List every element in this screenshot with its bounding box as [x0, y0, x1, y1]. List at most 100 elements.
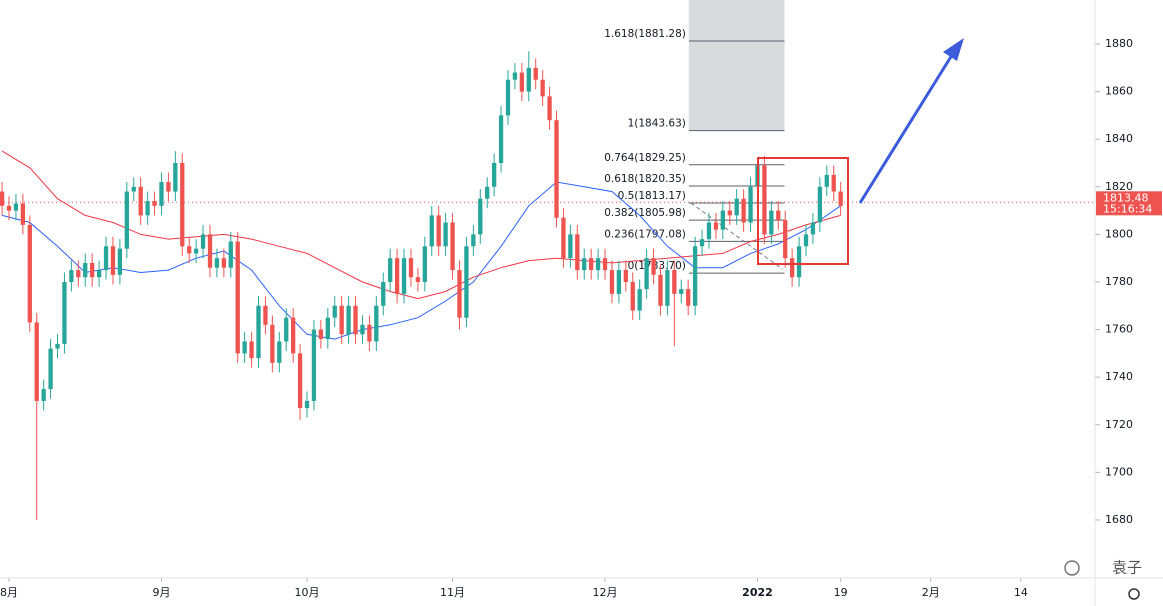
- y-tick-label: 1720: [1105, 418, 1133, 431]
- candle-body: [429, 215, 434, 247]
- y-tick-label: 1780: [1105, 275, 1133, 288]
- candle-body: [256, 305, 261, 359]
- candle-body: [575, 234, 580, 271]
- candle-body: [471, 234, 476, 247]
- fib-label: 0.382(1805.98): [604, 207, 686, 219]
- y-tick-label: 1800: [1105, 227, 1133, 240]
- candle-body: [235, 241, 240, 354]
- candle-body: [193, 248, 199, 254]
- candle-body: [69, 270, 74, 282]
- candle-body: [838, 191, 843, 206]
- candle-body: [415, 277, 421, 282]
- fib-trend: [690, 202, 783, 270]
- y-tick-label: 1860: [1105, 85, 1133, 98]
- candle-body: [658, 274, 663, 306]
- candle-body: [249, 341, 254, 359]
- candle-body: [789, 258, 795, 278]
- candle-body: [533, 67, 538, 80]
- candle-body: [568, 234, 573, 259]
- candle-body: [686, 289, 691, 306]
- candle-body: [221, 258, 226, 268]
- candle-body: [34, 322, 39, 401]
- candle-body: [180, 163, 185, 247]
- candle-body: [464, 246, 469, 318]
- candle-body: [103, 246, 109, 271]
- candle-body: [401, 258, 407, 294]
- candle-body: [145, 201, 150, 216]
- candle-body: [817, 186, 823, 223]
- candle-body: [457, 270, 462, 318]
- candle-body: [547, 96, 552, 121]
- fib-label: 0.764(1829.25): [604, 152, 686, 164]
- candle-body: [13, 203, 19, 211]
- candle-body: [699, 239, 705, 247]
- candle-body: [554, 120, 559, 218]
- highlight-box: [757, 157, 849, 265]
- fib-label: 0(1783.70): [628, 260, 686, 272]
- fib-label: 0.5(1813.17): [618, 190, 686, 202]
- candle-body: [623, 270, 628, 282]
- candle-body: [644, 258, 649, 290]
- y-tick-label: 1700: [1105, 465, 1133, 478]
- y-tick-label: 1840: [1105, 132, 1133, 145]
- candle-body: [360, 324, 365, 335]
- candle-body: [353, 305, 358, 335]
- y-tick-label: 1740: [1105, 370, 1133, 383]
- candle-body: [651, 258, 656, 275]
- x-tick-label: 19: [834, 586, 848, 599]
- candle-body: [374, 305, 379, 342]
- candle-body: [76, 270, 81, 278]
- candle-body: [62, 281, 67, 344]
- candle-body: [207, 234, 213, 268]
- candle-body: [512, 72, 518, 80]
- x-tick-label: 2月: [922, 586, 940, 599]
- candle-body: [110, 246, 116, 275]
- candle-body: [90, 262, 95, 278]
- candle-body: [630, 281, 635, 311]
- candle-body: [491, 163, 497, 187]
- x-tick-label: 10月: [295, 586, 320, 599]
- candle-body: [769, 210, 774, 235]
- candle-body: [692, 246, 698, 306]
- candle-body: [311, 329, 317, 401]
- candle-body: [783, 220, 788, 259]
- candle-body: [284, 317, 289, 342]
- candle-body: [478, 198, 483, 235]
- candle-body: [408, 258, 414, 278]
- fib-label: 1(1843.63): [628, 118, 686, 130]
- candle-body: [824, 174, 829, 187]
- watermark: 袁子: [1112, 559, 1142, 577]
- last-price-label: 1813.48: [1103, 191, 1149, 204]
- candle-body: [48, 348, 53, 390]
- candle-body: [637, 289, 642, 311]
- candle-body: [173, 163, 178, 192]
- candle-body: [727, 210, 732, 216]
- candle-body: [720, 210, 725, 230]
- candle-body: [277, 341, 282, 363]
- candle-body: [367, 324, 372, 342]
- x-tick-label: 12月: [593, 586, 618, 599]
- candle-body: [796, 246, 802, 278]
- candle-body: [436, 215, 441, 247]
- candle-body: [242, 341, 247, 354]
- candle-body: [55, 343, 60, 349]
- candle-body: [748, 186, 753, 223]
- candle-body: [124, 191, 129, 249]
- candle-body: [187, 246, 192, 254]
- candle-body: [228, 241, 233, 268]
- candle-body: [332, 305, 337, 318]
- candle-body: [540, 79, 545, 97]
- candle-body: [810, 222, 816, 235]
- settings-icon[interactable]: [1128, 588, 1140, 600]
- candle-body: [394, 258, 400, 294]
- fib-label: 0.618(1820.35): [604, 173, 686, 185]
- candle-body: [589, 258, 594, 271]
- candle-body: [6, 205, 12, 211]
- candle-body: [582, 258, 587, 271]
- candle-body: [152, 201, 157, 206]
- candle-body: [41, 389, 46, 401]
- y-tick-label: 1880: [1105, 37, 1133, 50]
- x-tick-label: 14: [1014, 586, 1028, 599]
